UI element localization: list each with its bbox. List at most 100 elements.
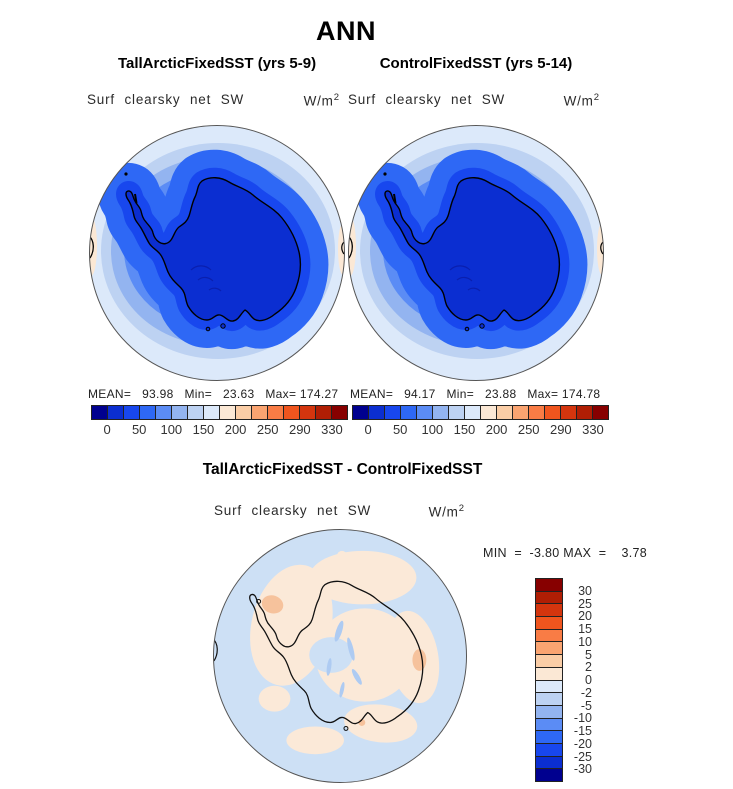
colorbar-tick-label: -2	[580, 685, 592, 700]
colorbar-tick-label: 10	[578, 634, 592, 649]
colorbar-cell	[172, 406, 188, 419]
colorbar-tick-label: 100	[160, 422, 183, 437]
field-name: Surf clearsky net SW	[348, 92, 506, 107]
colorbar-cell	[385, 406, 401, 419]
colorbar-cell	[204, 406, 220, 419]
colorbar-cell	[92, 406, 108, 419]
colorbar-cell	[481, 406, 497, 419]
map-case2	[347, 124, 605, 382]
colorbar-cell	[536, 642, 562, 656]
colorbar-cell	[536, 705, 562, 719]
island-dot	[343, 725, 349, 731]
colorbar-tick-label: 0	[585, 673, 592, 687]
colorbar-cell	[536, 655, 562, 668]
field-name: Surf clearsky net SW	[214, 503, 372, 518]
colorbar-tick-label: 2	[585, 660, 592, 675]
colorbar-cell	[465, 406, 481, 419]
colorbar-tick-label: -25	[573, 749, 592, 764]
colorbar-cell	[140, 406, 156, 419]
colorbar-cell	[236, 406, 252, 419]
colorbar-cell	[536, 591, 562, 605]
map-difference	[212, 528, 468, 784]
colorbar-cell	[593, 406, 608, 419]
colorbar-tick-label: 30	[578, 583, 592, 598]
field-name: Surf clearsky net SW	[87, 92, 245, 107]
colorbar-tick-label: 290	[549, 422, 572, 437]
colorbar-case2	[352, 405, 609, 420]
difference-title: TallArcticFixedSST - ControlFixedSST	[202, 461, 483, 478]
colorbar-cell	[536, 693, 562, 706]
colorbar-cell	[284, 406, 300, 419]
colorbar-tick-label: 25	[578, 596, 592, 611]
colorbar-cell	[536, 667, 562, 681]
colorbar-cell	[188, 406, 204, 419]
colorbar-tick-label: 15	[578, 622, 592, 636]
colorbar-case1	[91, 405, 348, 420]
colorbar-cell	[316, 406, 332, 419]
island-dot	[256, 598, 262, 604]
colorbar-cell	[536, 769, 562, 781]
colorbar-cell	[536, 756, 562, 770]
colorbar-ticks-case1: 0 50 100 150 200 250 290 330	[91, 422, 348, 438]
colorbar-tick-label: 250	[517, 422, 540, 437]
colorbar-tick-label: 0	[103, 422, 111, 437]
colorbar-cell	[353, 406, 369, 419]
colorbar-cell	[369, 406, 385, 419]
colorbar-cell	[536, 680, 562, 694]
colorbar-tick-label: 50	[392, 422, 408, 437]
colorbar-cell	[401, 406, 417, 419]
colorbar-ticks-case2: 0 50 100 150 200 250 290 330	[352, 422, 609, 438]
colorbar-cell	[497, 406, 513, 419]
colorbar-cell	[561, 406, 577, 419]
colorbar-cell	[300, 406, 316, 419]
colorbar-cell	[536, 579, 562, 592]
colorbar-tick-label: 5	[585, 647, 592, 662]
colorbar-tick-label: 290	[288, 422, 311, 437]
panel-right-title: ControlFixedSST (yrs 5-14)	[379, 55, 573, 72]
diff-pole-patch	[309, 637, 353, 673]
colorbar-tick-label: 0	[364, 422, 372, 437]
colorbar-tick-label: 100	[421, 422, 444, 437]
colorbar-tick-label: 150	[453, 422, 476, 437]
field-units: W/m2	[428, 503, 464, 520]
colorbar-cell	[252, 406, 268, 419]
colorbar-tick-label: 250	[256, 422, 279, 437]
field-units: W/m2	[303, 92, 339, 109]
panel-left-title: TallArcticFixedSST (yrs 5-9)	[117, 55, 317, 72]
colorbar-cell	[332, 406, 347, 419]
season-title: ANN	[316, 16, 376, 46]
colorbar-cell	[536, 731, 562, 744]
stats-case2: MEAN= 94.17 Min= 23.88 Max= 174.78	[350, 387, 601, 401]
colorbar-cell	[513, 406, 529, 419]
difference-caption: Surf clearsky net SW W/m2	[214, 503, 464, 520]
colorbar-tick-label: -15	[573, 724, 592, 738]
colorbar-tick-label: 200	[485, 422, 508, 437]
colorbar-cell	[529, 406, 545, 419]
colorbar-cell	[536, 629, 562, 643]
colorbar-cell	[268, 406, 284, 419]
diff-negative-streaks	[326, 620, 362, 698]
colorbar-cell	[449, 406, 465, 419]
stats-case1: MEAN= 93.98 Min= 23.63 Max= 174.27	[88, 387, 339, 401]
colorbar-ticks-difference: 30 25 20 15 10 5 2 0 -2 -5 -10 -15 -20 -25 -30	[561, 578, 592, 782]
colorbar-tick-label: -30	[573, 762, 592, 777]
colorbar-cell	[156, 406, 172, 419]
colorbar-tick-label: 20	[578, 609, 592, 624]
colorbar-tick-label: 200	[224, 422, 247, 437]
colorbar-cell	[577, 406, 593, 419]
colorbar-cell	[545, 406, 561, 419]
map-case1	[88, 124, 346, 382]
colorbar-tick-label: -10	[573, 711, 592, 726]
colorbar-cell	[536, 743, 562, 757]
colorbar-cell	[536, 617, 562, 630]
colorbar-cell	[536, 604, 562, 618]
colorbar-tick-label: 330	[321, 422, 343, 437]
colorbar-tick-label: -5	[580, 698, 592, 713]
difference-minmax: MIN = -3.80 MAX = 3.78	[483, 546, 648, 560]
colorbar-cell	[417, 406, 433, 419]
colorbar-cell	[433, 406, 449, 419]
field-units: W/m2	[563, 92, 599, 109]
colorbar-cell	[124, 406, 140, 419]
colorbar-tick-label: -20	[573, 736, 592, 751]
panel-right-caption: Surf clearsky net SW W/m2	[348, 92, 599, 109]
